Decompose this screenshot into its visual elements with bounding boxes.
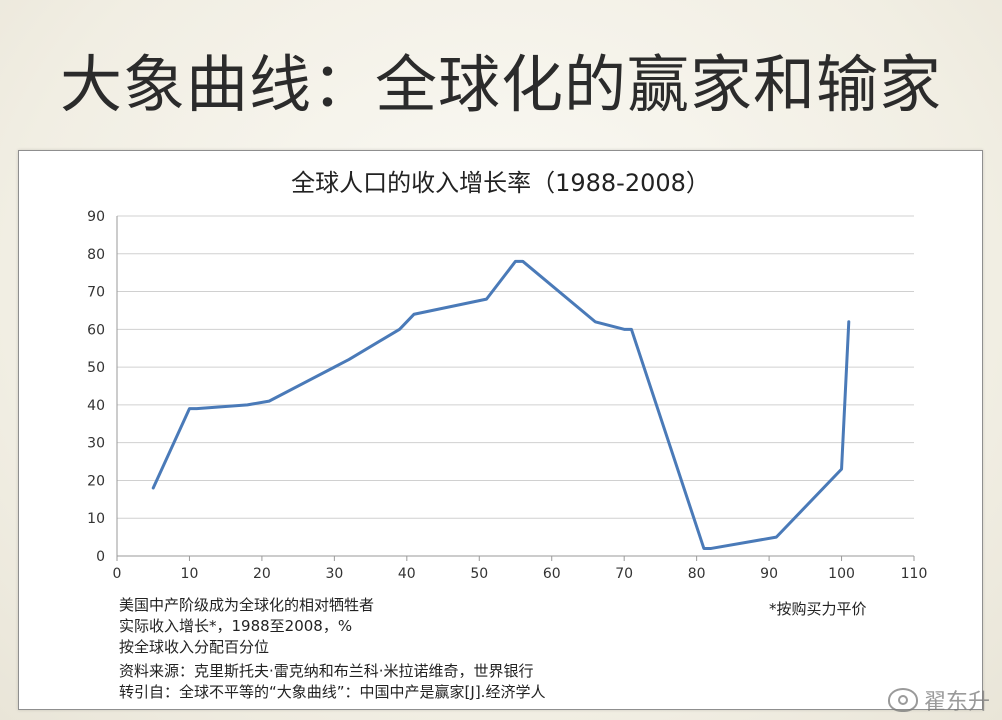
y-tick-label: 90: [87, 209, 105, 225]
watermark: 翟东升: [887, 684, 990, 716]
line-chart: 0 10 20 30 40 50 60 70 80 90 0 10 20 30 40 50 60 70 80 90 10…: [87, 209, 928, 582]
y-tick-label: 50: [87, 360, 105, 376]
x-tick-label: 70: [615, 566, 633, 582]
x-tick-label: 10: [181, 566, 199, 582]
y-tick-label: 0: [96, 549, 105, 565]
y-tick-label: 10: [87, 511, 105, 527]
x-tick-label: 110: [901, 566, 928, 582]
chart-title: 全球人口的收入增长率（1988-2008）: [291, 169, 710, 197]
y-tick-label: 40: [87, 398, 105, 414]
source-line-1: 资料来源：克里斯托夫·雷克纳和布兰科·米拉诺维奇，世界银行: [119, 662, 534, 680]
y-tick-label: 80: [87, 247, 105, 263]
note-line-2: 实际收入增长*，1988至2008，%: [119, 617, 353, 635]
weibo-icon: [887, 688, 918, 712]
y-tick-label: 30: [87, 436, 105, 452]
x-tick-label: 20: [253, 566, 271, 582]
x-tick-label: 60: [543, 566, 561, 582]
chart-card: 全球人口的收入增长率（1988-2008） 0 10 20 30 40 50 60 70 80 9…: [18, 150, 983, 710]
note-line-3: 按全球收入分配百分位: [119, 638, 270, 656]
series-line-0: [151, 259, 851, 550]
y-tick-label: 70: [87, 285, 105, 301]
y-tick-label: 20: [87, 473, 105, 489]
slide-title: 大象曲线：全球化的赢家和输家: [59, 48, 942, 121]
source-line-2: 转引自：全球不平等的“大象曲线”：中国中产是赢家[J].经济学人: [119, 683, 546, 701]
watermark-text: 翟东升: [923, 690, 990, 715]
x-tick-label: 80: [688, 566, 706, 582]
x-tick-label: 90: [760, 566, 778, 582]
x-tick-label: 50: [470, 566, 488, 582]
x-tick-label: 40: [398, 566, 416, 582]
x-tick-label: 30: [325, 566, 343, 582]
x-tick-label: 0: [113, 566, 122, 582]
footnote-ppp: *按购买力平价: [769, 600, 867, 618]
x-tick-label: 100: [828, 566, 855, 582]
y-tick-label: 60: [87, 322, 105, 338]
note-line-1: 美国中产阶级成为全球化的相对牺牲者: [119, 596, 375, 614]
